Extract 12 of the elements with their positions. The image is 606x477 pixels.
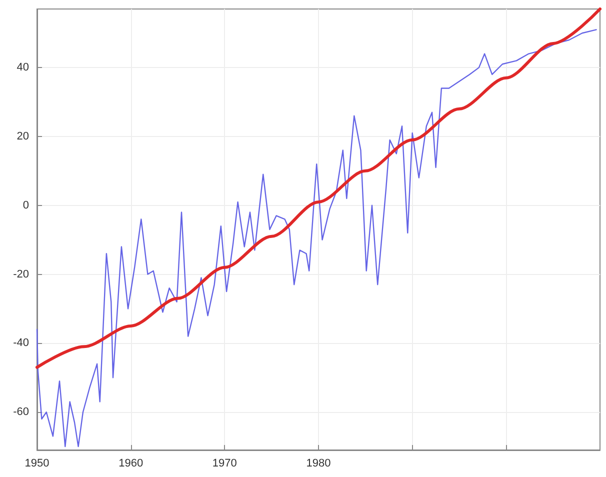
y-tick-label: -20	[13, 268, 29, 280]
line-series	[36, 29, 597, 448]
x-tick-label: 1980	[306, 458, 331, 470]
line-series	[36, 8, 602, 369]
y-tick-label: 20	[16, 130, 29, 142]
y-tick-label: -40	[13, 337, 29, 350]
y-tick-label: 0	[22, 199, 29, 212]
y-tick-label: 40	[16, 62, 29, 74]
x-tick-label: 1960	[118, 458, 144, 470]
x-tick-label: 1950	[24, 458, 50, 470]
y-tick-label: -60	[13, 406, 29, 418]
x-tick-label: 1970	[212, 458, 237, 470]
